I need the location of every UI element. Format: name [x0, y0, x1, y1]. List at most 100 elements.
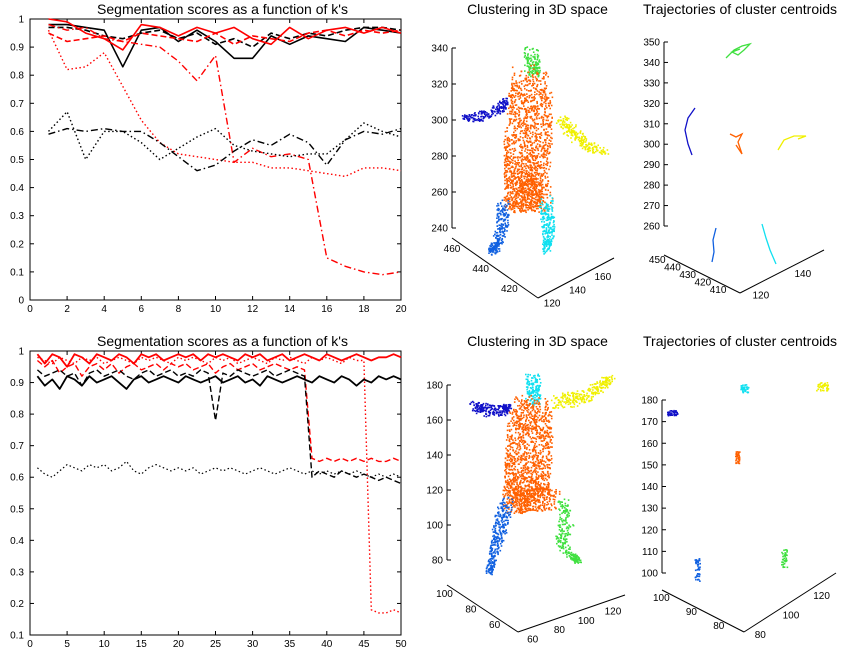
y-tick-label: 450 — [649, 255, 666, 266]
y-tick-label: 440 — [664, 262, 681, 273]
trajectory-arm-right — [777, 135, 807, 151]
y-tick-label: 0.7 — [10, 441, 24, 452]
y-tick-label: 440 — [472, 264, 489, 275]
y-tick-label: 100 — [436, 589, 453, 600]
x-tick-label: 60 — [527, 634, 539, 645]
z-tick-label: 310 — [643, 119, 660, 130]
x-axis-line — [517, 594, 626, 633]
y-tick-label: 0.1 — [10, 631, 24, 642]
x-tick-label: 120 — [605, 607, 622, 618]
x-tick-label: 18 — [358, 304, 370, 315]
trajectory-head — [725, 42, 753, 59]
cluster-bottom-chart: 80 100 120 140 160 180 60 80 100 60 80 100 120 — [426, 373, 626, 645]
cluster-arm-left — [461, 97, 509, 123]
x-tick-label: 100 — [783, 610, 800, 621]
z-tick-label: 320 — [643, 99, 660, 110]
score-bottom-chart: 0 5 10 15 20 25 30 35 40 45 50 0.1 0.2 0.3 0.4 0.5 0.6 0.… — [10, 347, 407, 651]
cluster-head — [523, 46, 541, 78]
score-bottom-title: Segmentation scores as a function of k's — [97, 333, 348, 349]
cluster-torso — [503, 64, 554, 214]
z-tick-label: 130 — [641, 504, 658, 515]
z-tick-label: 160 — [641, 439, 658, 450]
y-axis-line — [661, 589, 745, 633]
y-tick-label: 0.4 — [10, 536, 24, 547]
x-tick-label: 45 — [358, 639, 370, 650]
z-tick-label: 280 — [431, 152, 448, 163]
cluster-top-chart: 240 260 280 300 320 340 420 440 460 120 140 160 — [431, 44, 615, 310]
y-axis-line — [663, 254, 741, 294]
x-tick-label: 0 — [27, 639, 33, 650]
traj-top-chart: 2602702802903003103203303403504104204304… — [643, 38, 825, 301]
x-tick-label: 140 — [569, 285, 586, 296]
trajectory-arm-left — [667, 409, 679, 417]
x-tick-label: 6 — [139, 304, 145, 315]
y-tick-label: 420 — [695, 278, 712, 289]
z-tick-label: 120 — [426, 486, 443, 497]
series-line-black-dotted — [37, 460, 402, 478]
series-line-red-solid — [48, 18, 402, 51]
y-tick-label: 460 — [444, 244, 461, 255]
y-tick-label: 0 — [18, 296, 24, 307]
z-tick-label: 170 — [641, 417, 658, 428]
x-tick-label: 4 — [101, 304, 107, 315]
y-tick-label: 0.5 — [10, 504, 24, 515]
x-tick-label: 14 — [284, 304, 296, 315]
series-line-black-solid — [36, 375, 402, 390]
y-tick-label: 90 — [686, 607, 698, 618]
y-tick-label: 0.3 — [10, 567, 24, 578]
cluster-leg-left — [485, 496, 514, 576]
x-tick-label: 12 — [247, 304, 259, 315]
x-tick-label: 0 — [27, 304, 33, 315]
x-tick-label: 160 — [594, 272, 611, 283]
y-tick-label: 0.4 — [10, 183, 24, 194]
y-tick-label: 0.8 — [10, 410, 24, 421]
x-tick-label: 35 — [284, 639, 296, 650]
y-axis-line — [446, 584, 519, 633]
y-tick-label: 0.9 — [10, 378, 24, 389]
trajectory-leg-left — [694, 558, 701, 582]
x-tick-label: 10 — [210, 304, 222, 315]
z-tick-label: 330 — [643, 78, 660, 89]
x-tick-label: 16 — [321, 304, 333, 315]
score-top-chart: 0 2 4 6 8 10 12 14 16 18 20 0 0.1 0.2 0.3 0.4 0.5 0.6 0.7 0… — [10, 15, 407, 316]
x-tick-label: 80 — [755, 630, 767, 641]
x-tick-label: 15 — [136, 639, 148, 650]
y-tick-label: 100 — [653, 593, 670, 604]
cluster-leg-right — [555, 498, 582, 564]
x-tick-label: 5 — [64, 639, 70, 650]
y-axis-line — [451, 237, 539, 299]
series-line-black-dashdot — [48, 127, 402, 172]
plot-frame — [29, 18, 402, 301]
x-tick-label: 140 — [794, 269, 811, 280]
x-tick-label: 2 — [64, 304, 70, 315]
y-tick-label: 0.6 — [10, 127, 24, 138]
y-tick-label: 0.5 — [10, 155, 24, 166]
x-tick-label: 50 — [395, 639, 407, 650]
x-tick-label: 40 — [321, 639, 333, 650]
z-tick-label: 290 — [643, 160, 660, 171]
x-tick-label: 120 — [544, 299, 561, 310]
z-tick-label: 100 — [641, 569, 658, 580]
cluster-head — [525, 373, 542, 407]
z-tick-label: 180 — [426, 381, 443, 392]
trajectory-leg-right — [761, 223, 777, 265]
plot-frame — [29, 350, 402, 636]
x-tick-label: 10 — [99, 639, 111, 650]
trajectory-torso — [729, 132, 744, 155]
x-axis-line — [743, 572, 837, 633]
traj-top-title: Trajectories of cluster centroids — [643, 1, 837, 17]
cluster-arm-right — [555, 115, 610, 155]
series-line-red-dashdot — [48, 23, 402, 276]
z-tick-label: 120 — [641, 525, 658, 536]
x-tick-label: 8 — [176, 304, 182, 315]
z-tick-label: 150 — [641, 460, 658, 471]
z-tick-label: 140 — [426, 451, 443, 462]
y-tick-label: 420 — [501, 284, 518, 295]
x-axis-line — [537, 257, 615, 299]
y-tick-label: 410 — [710, 285, 727, 296]
y-tick-label: 80 — [713, 621, 725, 632]
series-line-red-solid — [36, 353, 402, 368]
cluster-leg-right — [538, 195, 556, 255]
y-tick-label: 0.2 — [10, 239, 24, 250]
z-tick-label: 320 — [431, 80, 448, 91]
